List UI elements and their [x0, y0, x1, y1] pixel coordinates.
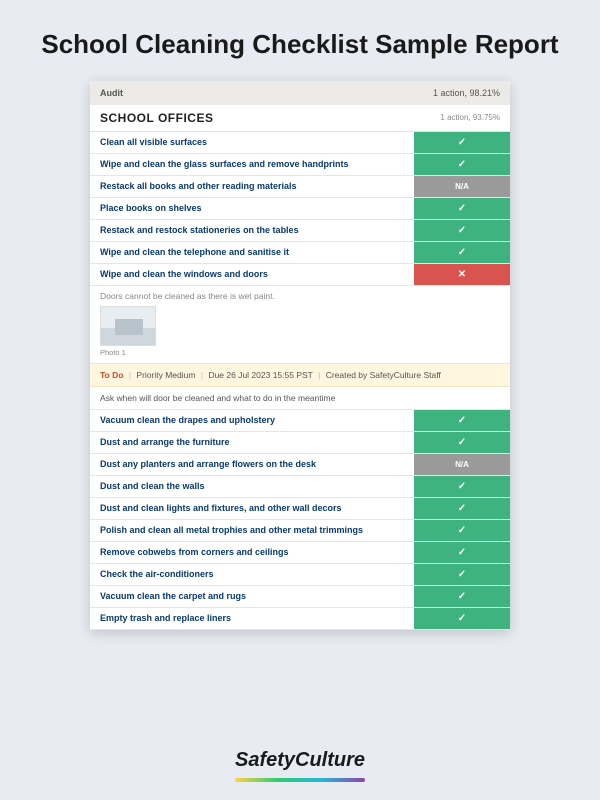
status-badge [414, 132, 510, 153]
todo-label: To Do [100, 370, 123, 380]
todo-creator: Created by SafetyCulture Staff [326, 370, 441, 380]
check-icon [458, 613, 466, 624]
divider: | [318, 370, 320, 380]
divider: | [129, 370, 131, 380]
checklist-row: Dust and clean lights and fixtures, and … [90, 498, 510, 520]
check-icon [458, 247, 466, 258]
status-badge [414, 242, 510, 263]
failure-note: Doors cannot be cleaned as there is wet … [90, 286, 510, 304]
checklist-item-label: Remove cobwebs from corners and ceilings [90, 542, 414, 563]
checklist-row: Polish and clean all metal trophies and … [90, 520, 510, 542]
check-icon [458, 225, 466, 236]
checklist-row: Restack all books and other reading mate… [90, 176, 510, 198]
status-badge [414, 432, 510, 453]
check-icon [458, 437, 466, 448]
section-header: SCHOOL OFFICES 1 action, 93.75% [90, 105, 510, 132]
checklist-row: Remove cobwebs from corners and ceilings [90, 542, 510, 564]
todo-priority: Priority Medium [136, 370, 195, 380]
check-icon [458, 415, 466, 426]
checklist-row: Wipe and clean the telephone and sanitis… [90, 242, 510, 264]
checklist-item-label: Wipe and clean the telephone and sanitis… [90, 242, 414, 263]
todo-due: Due 26 Jul 2023 15:55 PST [208, 370, 312, 380]
todo-description: Ask when will door be cleaned and what t… [90, 387, 510, 410]
report-card: Audit 1 action, 98.21% SCHOOL OFFICES 1 … [90, 81, 510, 630]
checklist-row: Restack and restock stationeries on the … [90, 220, 510, 242]
checklist-item-label: Empty trash and replace liners [90, 608, 414, 629]
audit-label: Audit [100, 88, 123, 98]
status-badge [414, 498, 510, 519]
status-badge [414, 198, 510, 219]
status-badge [414, 154, 510, 175]
photo-caption: Photo 1 [100, 348, 500, 357]
checklist-row: Dust and clean the walls [90, 476, 510, 498]
checklist-row: Empty trash and replace liners [90, 608, 510, 630]
status-badge [414, 564, 510, 585]
check-icon [458, 525, 466, 536]
brand-logo: SafetyCulture [235, 749, 365, 776]
check-icon [458, 203, 466, 214]
checklist-row: Clean all visible surfaces [90, 132, 510, 154]
checklist-row: Vacuum clean the carpet and rugs [90, 586, 510, 608]
checklist-item-label: Dust and clean the walls [90, 476, 414, 497]
checklist-item-label: Place books on shelves [90, 198, 414, 219]
brand-footer: SafetyCulture [0, 749, 600, 782]
checklist-item-label: Dust and clean lights and fixtures, and … [90, 498, 414, 519]
checklist-row: Wipe and clean the glass surfaces and re… [90, 154, 510, 176]
checklist-row: Wipe and clean the windows and doors [90, 264, 510, 286]
status-badge [414, 608, 510, 629]
check-icon [458, 569, 466, 580]
checklist-item-label: Dust and arrange the furniture [90, 432, 414, 453]
check-icon [458, 503, 466, 514]
checklist-item-label: Polish and clean all metal trophies and … [90, 520, 414, 541]
check-icon [458, 137, 466, 148]
status-badge [414, 520, 510, 541]
check-icon [458, 591, 466, 602]
checklist-item-label: Vacuum clean the carpet and rugs [90, 586, 414, 607]
divider: | [201, 370, 203, 380]
section-meta: 1 action, 93.75% [440, 113, 500, 122]
checklist-row: Dust and arrange the furniture [90, 432, 510, 454]
checklist-item-label: Clean all visible surfaces [90, 132, 414, 153]
status-badge [414, 410, 510, 431]
checklist-item-label: Wipe and clean the glass surfaces and re… [90, 154, 414, 175]
cross-icon [458, 269, 466, 280]
status-badge: N/A [414, 176, 510, 197]
checklist-row: Vacuum clean the drapes and upholstery [90, 410, 510, 432]
check-icon [458, 159, 466, 170]
checklist-item-label: Restack all books and other reading mate… [90, 176, 414, 197]
status-badge [414, 542, 510, 563]
todo-bar[interactable]: To Do | Priority Medium | Due 26 Jul 202… [90, 363, 510, 387]
checklist-top: Clean all visible surfacesWipe and clean… [90, 132, 510, 286]
checklist-item-label: Vacuum clean the drapes and upholstery [90, 410, 414, 431]
audit-meta: 1 action, 98.21% [433, 88, 500, 98]
status-badge [414, 264, 510, 285]
check-icon [458, 547, 466, 558]
status-badge [414, 220, 510, 241]
brand-underline [235, 778, 365, 782]
checklist-item-label: Dust any planters and arrange flowers on… [90, 454, 414, 475]
checklist-row: Dust any planters and arrange flowers on… [90, 454, 510, 476]
photo-attachment[interactable]: Photo 1 [90, 304, 510, 363]
checklist-item-label: Check the air-conditioners [90, 564, 414, 585]
checklist-item-label: Wipe and clean the windows and doors [90, 264, 414, 285]
check-icon [458, 481, 466, 492]
audit-header: Audit 1 action, 98.21% [90, 81, 510, 105]
checklist-item-label: Restack and restock stationeries on the … [90, 220, 414, 241]
checklist-bottom: Vacuum clean the drapes and upholsteryDu… [90, 410, 510, 630]
checklist-row: Place books on shelves [90, 198, 510, 220]
photo-thumbnail[interactable] [100, 306, 156, 346]
page-title: School Cleaning Checklist Sample Report [0, 0, 600, 81]
status-badge [414, 476, 510, 497]
checklist-row: Check the air-conditioners [90, 564, 510, 586]
status-badge [414, 586, 510, 607]
status-badge: N/A [414, 454, 510, 475]
section-title: SCHOOL OFFICES [100, 111, 213, 125]
